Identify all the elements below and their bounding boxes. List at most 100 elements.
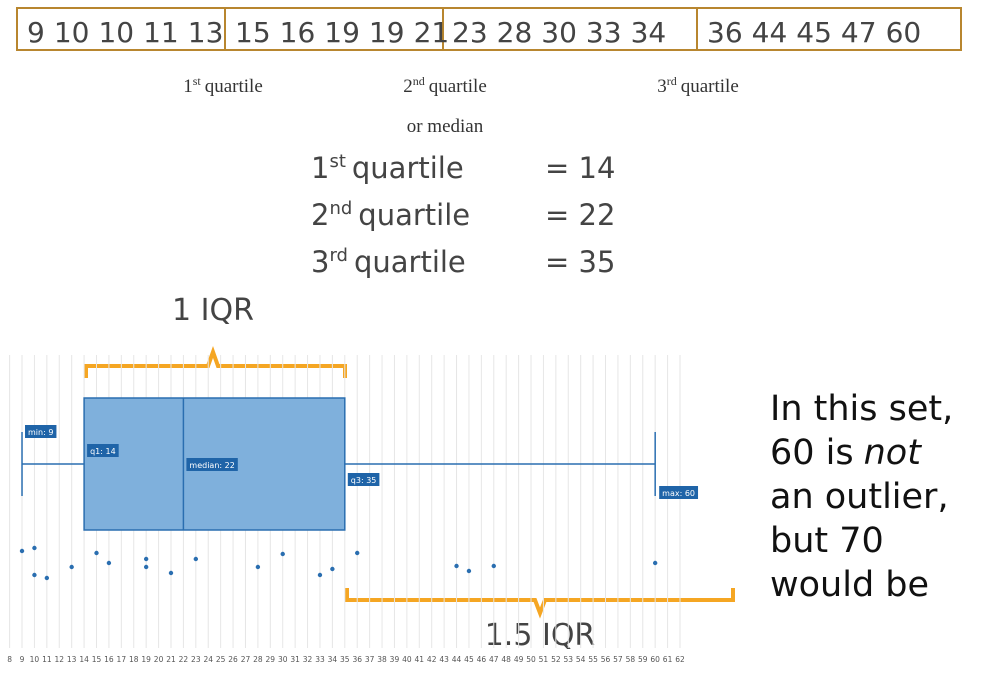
number-group: 23 28 30 33 34 (452, 16, 666, 49)
stat-label: min: 9 (28, 428, 53, 437)
x-tick-label: 38 (377, 655, 387, 664)
quartile-text: quartile (354, 245, 466, 279)
x-tick-label: 25 (216, 655, 226, 664)
x-tick-label: 19 (141, 655, 151, 664)
stat-label: median: 22 (189, 461, 234, 470)
x-tick-label: 61 (663, 655, 673, 664)
x-tick-label: 60 (650, 655, 660, 664)
x-tick-label: 17 (117, 655, 127, 664)
x-tick-label: 53 (563, 655, 573, 664)
ordinal: 3 (311, 245, 329, 279)
number: 13 (188, 16, 224, 49)
x-tick-label: 8 (7, 655, 12, 664)
data-point (143, 556, 149, 562)
number: 60 (886, 16, 922, 49)
x-tick-label: 62 (675, 655, 685, 664)
data-point (491, 563, 496, 569)
quartile-value: = 22 (545, 198, 615, 232)
x-tick-label: 27 (241, 655, 251, 664)
quartile-text: quartile (358, 198, 470, 232)
number: 33 (586, 16, 622, 49)
data-point (168, 570, 174, 576)
quartile-caption: 3rd quartile (657, 74, 739, 97)
x-tick-label: 51 (539, 655, 549, 664)
x-tick-label: 56 (601, 655, 611, 664)
caption-text: quartile (205, 76, 263, 97)
data-point (652, 560, 658, 566)
number: 45 (796, 16, 832, 49)
x-tick-label: 16 (104, 655, 114, 664)
x-tick-label: 45 (464, 655, 474, 664)
x-tick-label: 55 (588, 655, 598, 664)
data-point (44, 575, 50, 581)
x-tick-label: 14 (79, 655, 89, 664)
caption-text: quartile (681, 76, 739, 97)
data-point (280, 551, 285, 557)
stat-label-bg (25, 425, 57, 438)
number: 28 (497, 16, 533, 49)
ordinal: 3 (657, 76, 667, 97)
stat-label-bg (87, 444, 119, 457)
x-tick-label: 15 (92, 655, 102, 664)
data-point (330, 566, 335, 572)
quartile-text: quartile (352, 151, 464, 185)
data-point (193, 556, 199, 562)
data-point (94, 550, 99, 556)
x-tick-label: 18 (129, 655, 139, 664)
x-tick-label: 37 (365, 655, 375, 664)
data-point (106, 560, 112, 566)
suffix: st (329, 151, 345, 172)
data-point (317, 572, 323, 578)
x-tick-label: 30 (278, 655, 288, 664)
x-tick-label: 24 (203, 655, 213, 664)
number: 23 (452, 16, 488, 49)
number-group: 36 44 45 47 60 (707, 16, 921, 49)
data-point (32, 545, 37, 551)
note-line: would be (770, 565, 929, 605)
x-tick-label: 54 (576, 655, 586, 664)
x-tick-label: 31 (290, 655, 300, 664)
number: 36 (707, 16, 743, 49)
number: 34 (631, 16, 667, 49)
quartile-line: 3rd quartile (311, 245, 466, 279)
number: 30 (541, 16, 577, 49)
x-tick-label: 35 (340, 655, 350, 664)
x-tick-label: 23 (191, 655, 201, 664)
box (83, 397, 346, 531)
suffix: rd (329, 245, 348, 266)
x-tick-label: 9 (20, 655, 25, 664)
ordinal: 2 (403, 76, 413, 97)
number: 16 (280, 16, 316, 49)
note-emphasis: not (864, 433, 923, 473)
x-tick-label: 32 (303, 655, 313, 664)
quartile-line: 2nd quartile (311, 198, 470, 232)
iqr-label: 1 IQR (172, 293, 254, 328)
number: 44 (752, 16, 788, 49)
data-point (255, 564, 261, 570)
x-tick-label: 50 (526, 655, 536, 664)
x-tick-label: 33 (315, 655, 325, 664)
x-tick-label: 22 (179, 655, 189, 664)
x-tick-label: 57 (613, 655, 623, 664)
stat-label: q3: 35 (351, 476, 377, 485)
suffix: rd (667, 74, 677, 88)
x-tick-label: 41 (415, 655, 425, 664)
stat-label-bg (186, 458, 238, 471)
x-tick-label: 10 (30, 655, 40, 664)
ordinal: 1 (311, 151, 329, 185)
iqr-bracket (84, 346, 347, 378)
stat-label: q1: 14 (90, 447, 116, 456)
number: 9 (27, 16, 45, 49)
x-tick-label: 28 (253, 655, 263, 664)
note-line: In this set, (770, 389, 953, 429)
x-tick-label: 42 (427, 655, 437, 664)
note-line: 60 is not (770, 433, 922, 473)
note-part: 60 is (770, 433, 854, 473)
x-tick-label: 59 (638, 655, 648, 664)
suffix: nd (329, 198, 352, 219)
data-point (143, 564, 149, 570)
quartile-caption: 2nd quartile (403, 74, 487, 97)
x-tick-label: 58 (626, 655, 636, 664)
